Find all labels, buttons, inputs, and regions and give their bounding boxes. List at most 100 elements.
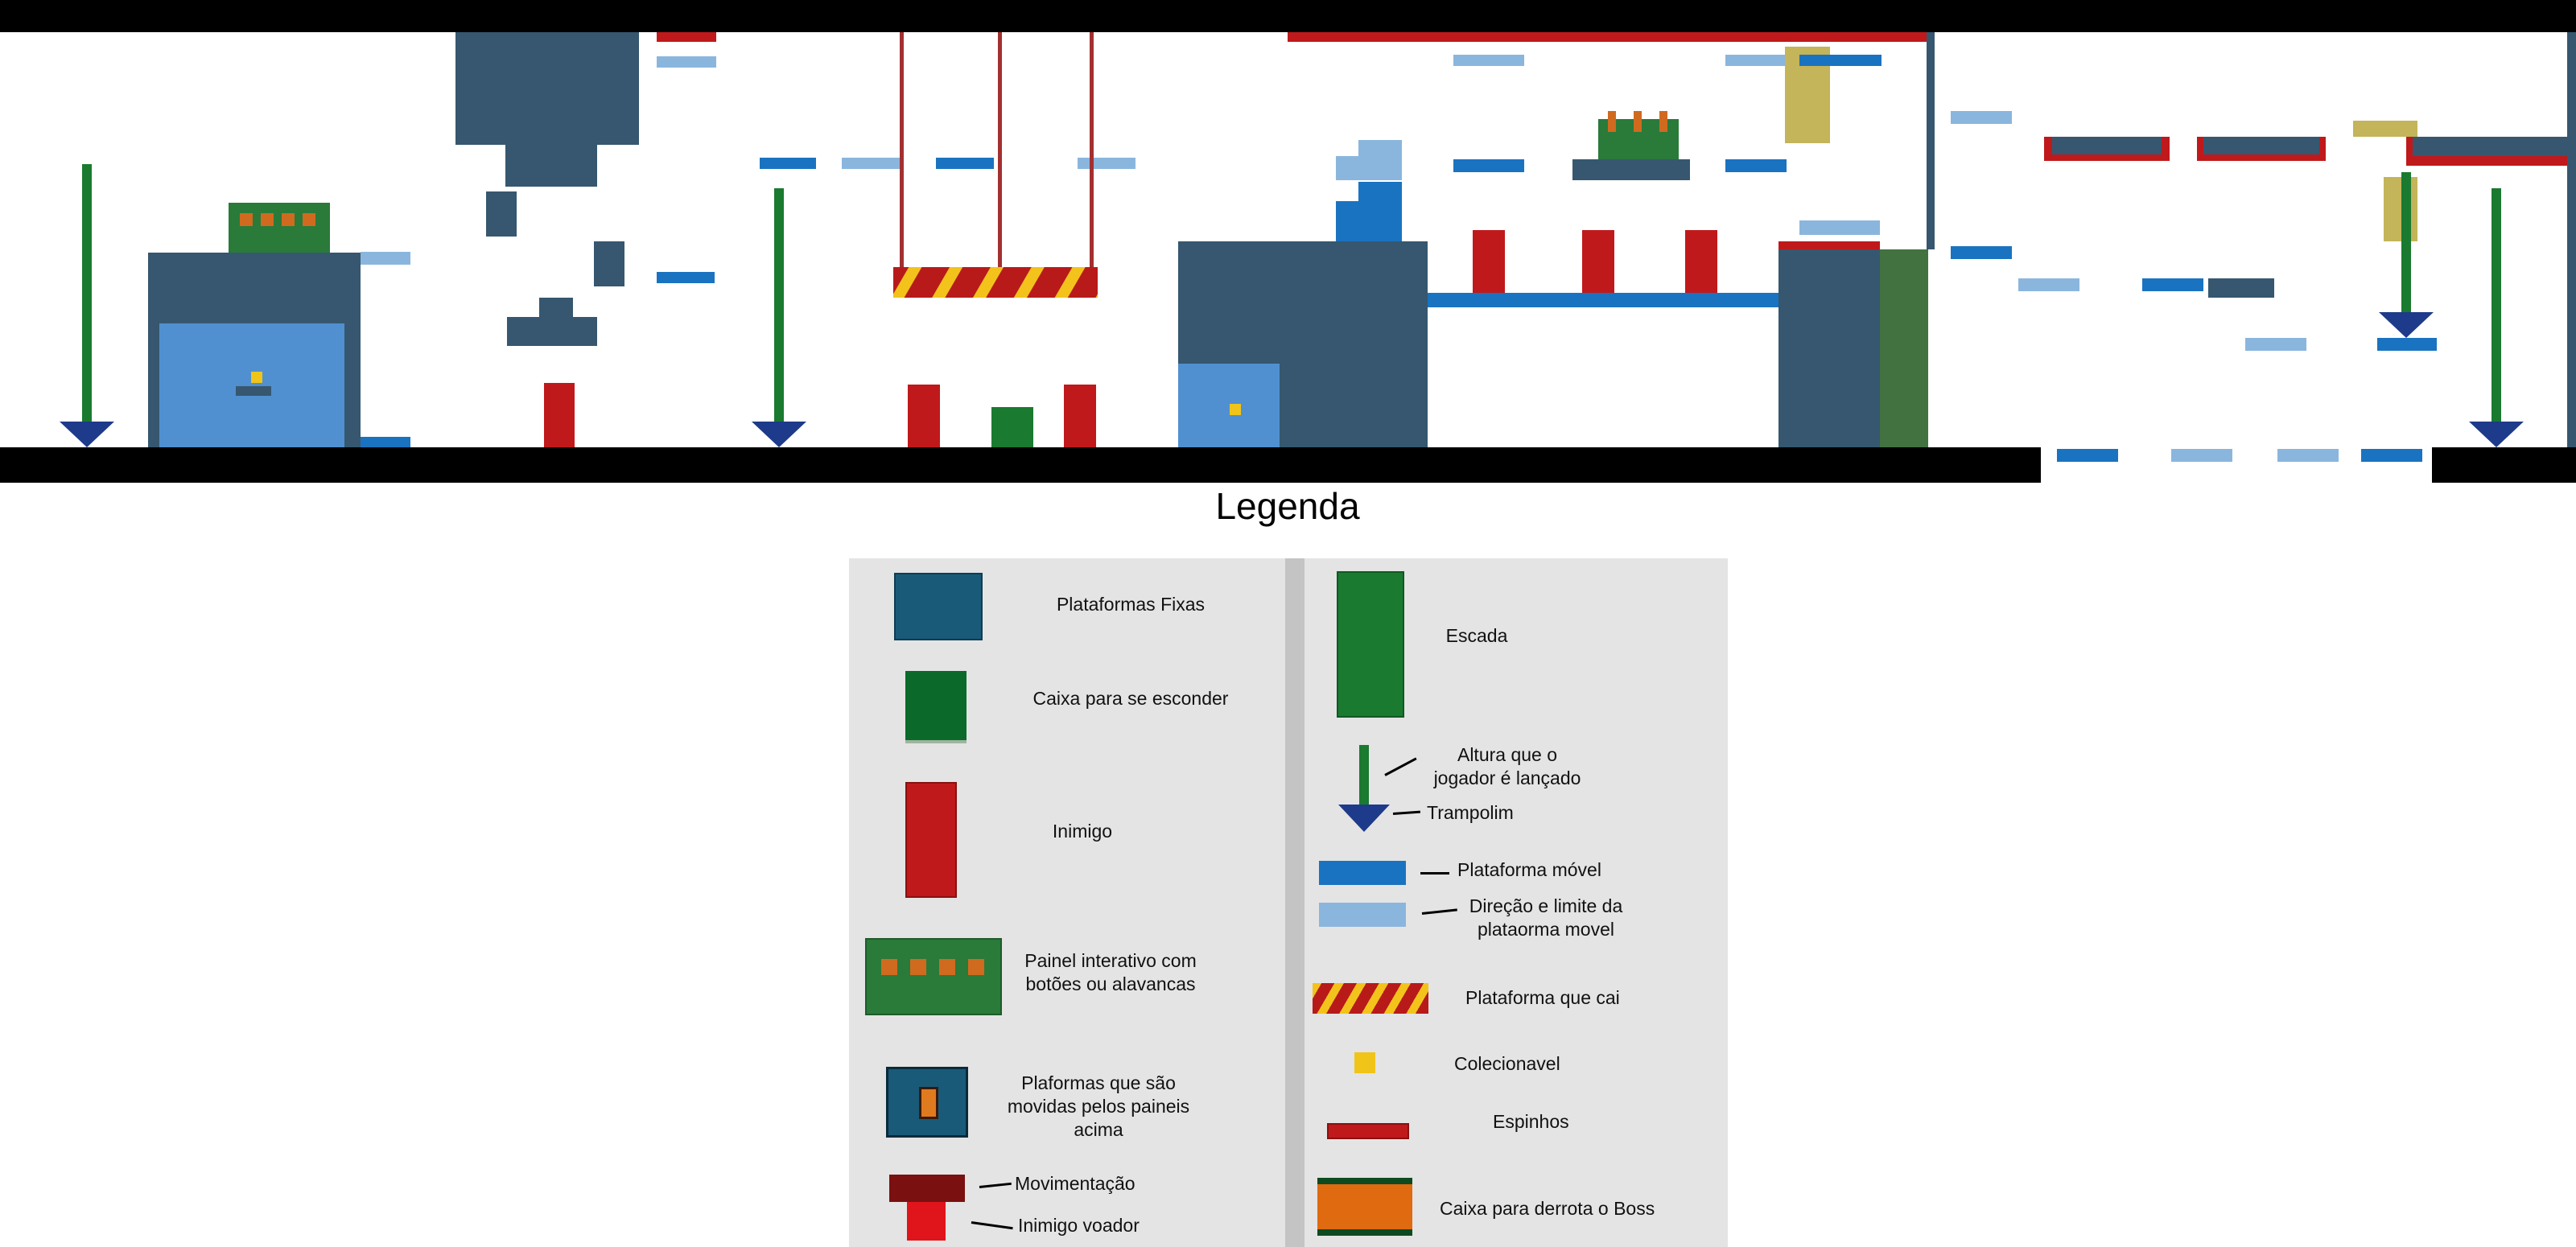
legend-label-panel: Painel interativo com botões ou alavanca… xyxy=(1024,950,1197,994)
launch-arrow-2-shaft xyxy=(774,188,784,423)
moving-limit-icon xyxy=(1319,903,1406,927)
moving-platform-5-top xyxy=(1358,182,1402,201)
fixed-platform-small-4 xyxy=(539,298,573,317)
enemy-4 xyxy=(1473,230,1505,293)
fixed-platform-top-1 xyxy=(2052,137,2162,154)
moving-limit-10 xyxy=(2018,278,2079,291)
legend-panel: Plataformas Fixas Caixa para se esconder… xyxy=(849,558,1728,1247)
floor-right xyxy=(2432,447,2576,483)
falling-platform-1 xyxy=(893,267,1098,298)
panel-2-button-2 xyxy=(1659,111,1667,132)
moving-platform-long xyxy=(1428,293,1778,307)
panel-button-1-1 xyxy=(261,213,274,226)
panel-icon xyxy=(865,938,1002,1015)
ladder-icon xyxy=(1337,571,1404,718)
rope-2 xyxy=(1090,32,1094,267)
legend-label-falling-platform: Plataforma que cai xyxy=(1465,987,1620,1008)
ladder-1 xyxy=(1880,249,1928,447)
hide-box-1 xyxy=(991,407,1033,447)
legend-label-hide-box: Caixa para se esconder xyxy=(1032,688,1229,709)
launch-arrow-2-trampoline xyxy=(752,422,806,447)
moving-platform-13 xyxy=(2361,449,2422,462)
launch-height-arrow-icon xyxy=(1359,745,1369,806)
moving-platform-11 xyxy=(2377,338,2437,351)
trampoline-icon xyxy=(1338,805,1390,832)
legend-label-enemy: Inimigo xyxy=(1052,821,1113,842)
movement-pointer-line xyxy=(979,1182,1012,1188)
level-map xyxy=(0,0,2576,483)
moving-limit-pointer-line xyxy=(1421,908,1457,915)
fixed-platform-small-1 xyxy=(236,386,271,396)
moving-platform-12 xyxy=(2057,449,2118,462)
panel-2-button-0 xyxy=(1608,111,1616,132)
spikes-3 xyxy=(1778,241,1880,249)
legend-label-movement: Movimentação xyxy=(1015,1173,1136,1194)
fixed-platform-icon xyxy=(894,573,983,640)
moving-limit-5-top xyxy=(1358,140,1402,156)
legend-label-moved-platforms: Plaformas que são movidas pelos paineis … xyxy=(1007,1072,1190,1140)
enemy-2 xyxy=(908,385,940,447)
moving-limit-13 xyxy=(2277,449,2339,462)
wall-right xyxy=(2567,32,2576,447)
legend-label-spikes: Espinhos xyxy=(1493,1111,1569,1132)
moving-limit-9 xyxy=(1951,111,2012,124)
moving-platform-pointer-line xyxy=(1420,872,1449,875)
panel-button-1-2 xyxy=(282,213,295,226)
fixed-platform-small-5 xyxy=(507,317,597,346)
enemy-5 xyxy=(1582,230,1614,293)
legend-label-boss-box: Caixa para derrota o Boss xyxy=(1440,1198,1655,1219)
flying-enemy-icon xyxy=(907,1202,946,1241)
launch-arrow-4-shaft xyxy=(2492,188,2501,423)
launch-arrow-1-shaft xyxy=(82,164,92,423)
moved-platform-icon xyxy=(886,1067,968,1138)
moving-limit-12 xyxy=(2171,449,2232,462)
rope-1 xyxy=(998,32,1002,267)
moving-limit-3 xyxy=(842,158,900,169)
moving-platform-8 xyxy=(1725,159,1787,172)
olive-block-3 xyxy=(2384,177,2417,241)
fixed-platform-block-3 xyxy=(1778,249,1880,447)
moving-platform-1 xyxy=(361,437,410,447)
launch-arrow-4-trampoline xyxy=(2469,422,2524,447)
legend-label-collectible: Colecionavel xyxy=(1454,1053,1560,1074)
moving-platform-icon xyxy=(1319,861,1406,885)
fixed-platform-ceiling-block xyxy=(455,32,639,187)
legend-label-ladder: Escada xyxy=(1445,625,1508,646)
fixed-platform-small-6 xyxy=(2208,278,2274,298)
moving-limit-8 xyxy=(1799,220,1880,235)
enemy-1 xyxy=(544,383,575,447)
moved-platform-1 xyxy=(159,323,344,447)
level-map-canvas xyxy=(0,0,2576,483)
legend-label-moving-platform: Plataforma móvel xyxy=(1457,859,1601,880)
legend-label-launch-height: Altura que o jogador é lançado xyxy=(1433,744,1581,788)
fixed-platform-small-3 xyxy=(594,241,624,286)
legend-label-flying-enemy: Inimigo voador xyxy=(1018,1215,1140,1236)
boss-box-icon xyxy=(1317,1178,1412,1236)
fixed-platform-top-3 xyxy=(2413,137,2567,156)
moving-platform-9 xyxy=(1951,246,2012,259)
flying-enemy-pointer-line xyxy=(971,1221,1013,1230)
collectible-1 xyxy=(251,372,262,383)
floor-left xyxy=(0,447,2041,483)
legend-label-moving-limit: Direção e limite da plataorma movel xyxy=(1469,895,1623,940)
legend-label-trampoline: Trampolim xyxy=(1427,802,1514,823)
fixed-platform-top-2 xyxy=(2203,137,2319,154)
panel-1 xyxy=(229,203,330,253)
panel-button-1-0 xyxy=(240,213,253,226)
moving-platform-6 xyxy=(1453,159,1524,172)
hide-box-icon xyxy=(905,671,967,743)
trampoline-pointer-line xyxy=(1392,810,1421,815)
moving-limit-5 xyxy=(1336,156,1402,180)
enemy-6 xyxy=(1685,230,1717,293)
moving-limit-4 xyxy=(1078,158,1136,169)
spikes-2 xyxy=(1288,32,1928,42)
moved-platform-2 xyxy=(1178,364,1280,447)
moving-platform-3 xyxy=(760,158,816,169)
panel-2-button-1 xyxy=(1634,111,1642,132)
legend-divider xyxy=(1285,558,1304,1247)
legend-title: Legenda xyxy=(1215,485,1360,527)
spikes-icon xyxy=(1327,1123,1409,1139)
ceiling-bar xyxy=(0,0,2576,32)
moving-platform-2 xyxy=(657,272,715,283)
collectible-2 xyxy=(1230,404,1241,415)
